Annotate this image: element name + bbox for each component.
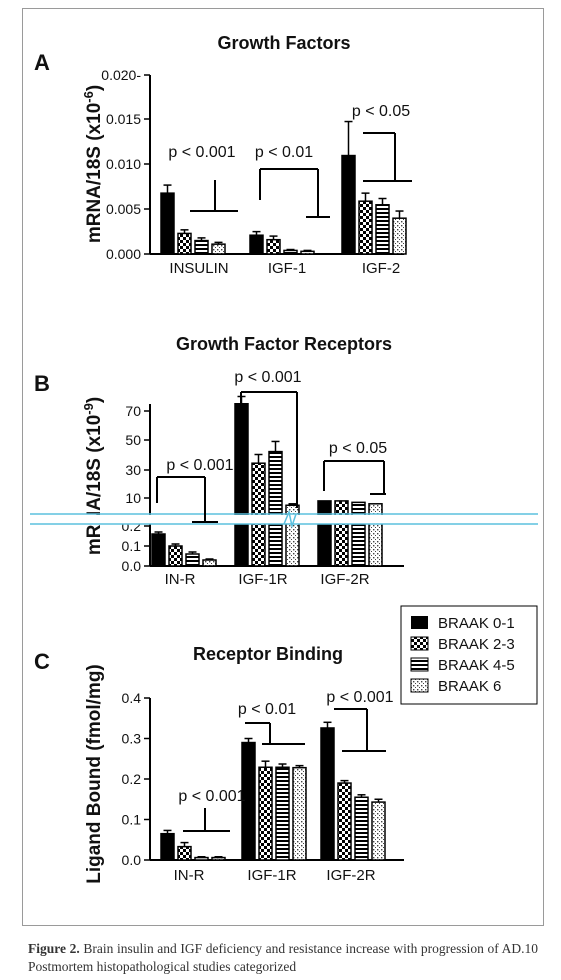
panel-a-title: Growth Factors [217, 33, 350, 53]
y-tick-label: 0.0 [122, 558, 142, 574]
bar-c-s3-c1 [194, 856, 209, 861]
bar-c-s2-c1 [177, 845, 192, 861]
y-tick-label: 0.4 [122, 690, 142, 706]
p-value-label: p < 0.001 [234, 369, 301, 386]
legend-swatch-solid-icon [411, 616, 428, 629]
panel-c-title: Receptor Binding [193, 644, 343, 664]
bar-a-s2-c3 [358, 200, 373, 255]
category-label: IGF-2 [362, 260, 400, 277]
legend-label-1: BRAAK 0-1 [438, 615, 515, 632]
category-label: IN-R [165, 571, 196, 588]
figure-caption: Figure 2. Brain insulin and IGF deficien… [28, 940, 538, 976]
bar-a-s1-c3 [341, 154, 356, 255]
bar-a-s4-c2 [300, 250, 315, 255]
bar-c-s2-c2 [258, 766, 273, 861]
panel-b-letter: B [34, 371, 50, 396]
p-value-label: p < 0.01 [255, 144, 313, 161]
y-tick-label: 0.3 [122, 731, 142, 747]
legend-swatch-checker-icon [410, 636, 429, 651]
p-value-label: p < 0.05 [329, 440, 387, 457]
bar-a-s2-c1 [177, 232, 192, 255]
y-tick-label: 0.015 [106, 111, 141, 127]
bar-b-s3-c1 [185, 553, 200, 567]
panel-b-ylabel: mRNA/18S (x10-9) [81, 397, 105, 555]
legend-swatch-dots-icon [410, 678, 429, 693]
caption-label: Figure 2. [28, 941, 80, 956]
legend-label-4: BRAAK 6 [438, 678, 501, 695]
bar-c-s3-c3 [354, 796, 369, 861]
bar-b-s1-c2 [234, 403, 249, 567]
y-tick-label: 0.0 [122, 852, 142, 868]
category-label: IGF-2R [320, 571, 369, 588]
y-tick-label: 0.005 [106, 201, 141, 217]
bar-b-s1-c3 [317, 500, 332, 567]
bar-b-s2-c3 [334, 500, 349, 567]
axis-break-zigzag [283, 509, 297, 529]
bar-c-s1-c3 [320, 727, 335, 861]
category-label: INSULIN [169, 260, 228, 277]
bar-c-s4-c2 [292, 766, 307, 861]
p-value-label: p < 0.05 [352, 103, 410, 120]
category-label: IGF-1R [238, 571, 287, 588]
bar-b-s3-c2 [268, 450, 283, 567]
bar-c-s1-c1 [160, 832, 175, 861]
y-tick-label: 70 [125, 403, 141, 419]
p-value-label: p < 0.01 [238, 701, 296, 718]
bar-a-s2-c2 [266, 238, 281, 255]
bar-c-s2-c3 [337, 782, 352, 861]
y-tick-label: 0.1 [122, 812, 142, 828]
category-label: IGF-1 [268, 260, 306, 277]
y-tick-label: 30 [125, 462, 141, 478]
bar-a-s1-c2 [249, 234, 264, 255]
panel-a-letter: A [34, 50, 50, 75]
bar-c-s4-c3 [371, 801, 386, 861]
y-tick-label: 0.1 [122, 538, 142, 554]
bar-c-s4-c1 [211, 856, 226, 861]
y-tick-label: 10 [125, 490, 141, 506]
bar-a-s1-c1 [160, 192, 175, 255]
legend-label-2: BRAAK 2-3 [438, 636, 515, 653]
panel-a-ylabel: mRNA/18S (x10-6) [81, 85, 105, 243]
bar-b-s4-c3 [368, 503, 383, 567]
bar-b-s4-c1 [202, 559, 217, 567]
axis-break-gap [30, 515, 538, 524]
legend-label-3: BRAAK 4-5 [438, 657, 515, 674]
y-tick-label: 0.020- [101, 67, 141, 83]
category-label: IN-R [174, 867, 205, 884]
panel-b-title: Growth Factor Receptors [176, 334, 392, 354]
p-value-label: p < 0.001 [168, 144, 235, 161]
y-tick-label: 0.2 [122, 771, 142, 787]
panel-c-letter: C [34, 649, 50, 674]
legend-swatch-stripe-icon [410, 657, 429, 672]
p-value-label: p < 0.001 [166, 457, 233, 474]
y-tick-label: 0.000 [106, 246, 141, 262]
bar-a-s4-c1 [211, 243, 226, 255]
figure-frame [22, 8, 544, 926]
y-tick-label: 50 [125, 432, 141, 448]
bar-a-s4-c3 [392, 217, 407, 255]
y-tick-label: 0.010 [106, 156, 141, 172]
category-label: IGF-1R [247, 867, 296, 884]
p-value-label: p < 0.001 [178, 788, 245, 805]
bar-b-s1-c1 [151, 533, 166, 567]
legend: BRAAK 0-1 BRAAK 2-3 BRAAK 4-5 BRAAK 6 [400, 605, 538, 705]
bar-b-s2-c1 [168, 545, 183, 567]
caption-text: Brain insulin and IGF deficiency and res… [28, 941, 539, 974]
category-label: IGF-2R [326, 867, 375, 884]
p-value-label: p < 0.001 [326, 689, 393, 706]
bar-b-s3-c3 [351, 501, 366, 567]
panel-c-ylabel: Ligand Bound (fmol/mg) [84, 664, 105, 884]
bar-c-s3-c2 [275, 766, 290, 861]
bar-a-s3-c3 [375, 204, 390, 255]
bar-a-s3-c2 [283, 249, 298, 255]
bar-a-s3-c1 [194, 239, 209, 255]
